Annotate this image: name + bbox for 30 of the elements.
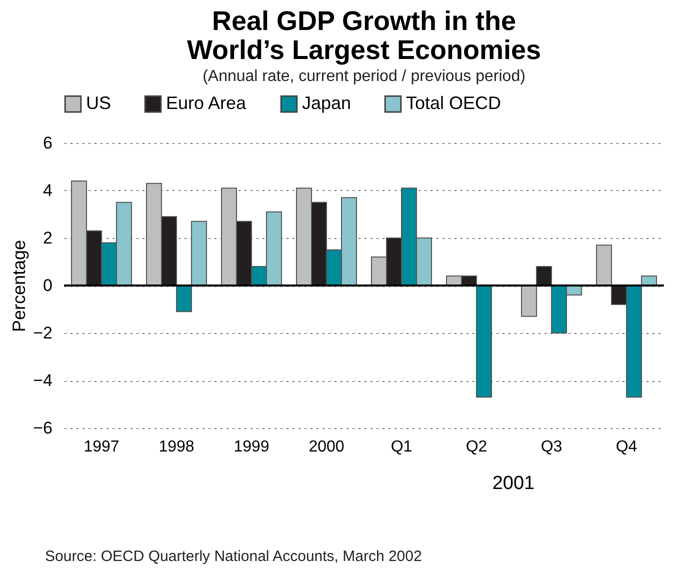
legend-label: Total OECD [406, 93, 502, 114]
chart-subtitle: (Annual rate, current period / previous period) [202, 68, 526, 85]
y-tick-label: 6 [43, 134, 52, 152]
bar [191, 220, 207, 286]
y-tick-label: −2 [33, 324, 52, 342]
bar [536, 266, 552, 286]
x-tick-label: Q3 [540, 438, 562, 456]
x-tick-label: Q1 [390, 438, 412, 456]
text: 2001 [492, 473, 535, 494]
chart-title: Real GDP Growth in the World’s Largest Economies [186, 6, 542, 65]
x-tick-label: Q2 [466, 438, 488, 456]
y-tick-label: −4 [33, 371, 52, 390]
x-tick-label: 1997 [84, 438, 120, 456]
legend-label: Euro Area [166, 93, 248, 114]
bar [596, 244, 612, 286]
y-tick-label: 4 [43, 181, 52, 200]
y-axis-title: Percentage [9, 240, 30, 332]
legend-label: US [86, 93, 112, 114]
x-tick-label: Q4 [616, 438, 638, 456]
x-tick-label: 2000 [308, 438, 344, 456]
legend-label: Japan [302, 93, 352, 114]
y-tick-label: −6 [33, 418, 52, 438]
bar [176, 285, 192, 312]
bar [476, 285, 492, 398]
y-tick-label: 0 [43, 276, 52, 295]
x-tick-label: 1999 [234, 438, 270, 456]
y-tick-label: 2 [43, 228, 52, 248]
bar [521, 285, 537, 317]
source-note: Source: OECD Quarterly National Accounts, March 2002 [45, 548, 422, 565]
x-tick-label: 1998 [158, 438, 194, 456]
